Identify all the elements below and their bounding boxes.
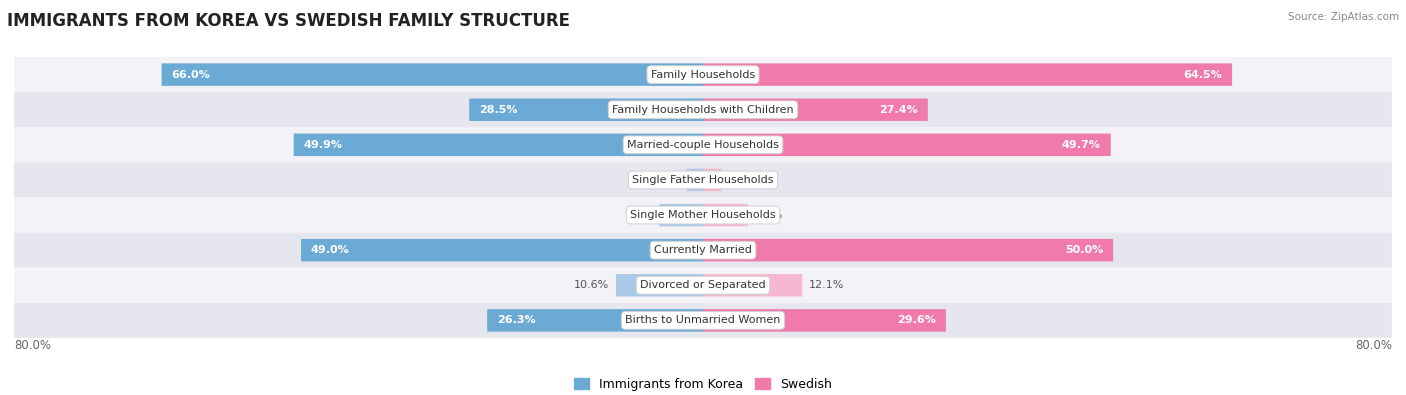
Text: 49.0%: 49.0% (311, 245, 350, 255)
FancyBboxPatch shape (659, 204, 703, 226)
FancyBboxPatch shape (14, 303, 1392, 338)
Text: 5.5%: 5.5% (755, 210, 783, 220)
FancyBboxPatch shape (162, 63, 703, 86)
FancyBboxPatch shape (470, 98, 703, 121)
Text: 27.4%: 27.4% (879, 105, 918, 115)
Text: 64.5%: 64.5% (1184, 70, 1222, 80)
FancyBboxPatch shape (703, 309, 946, 332)
Text: Single Father Households: Single Father Households (633, 175, 773, 185)
Text: 5.3%: 5.3% (624, 210, 652, 220)
FancyBboxPatch shape (14, 198, 1392, 233)
Text: 50.0%: 50.0% (1064, 245, 1104, 255)
Text: 2.0%: 2.0% (651, 175, 681, 185)
FancyBboxPatch shape (703, 239, 1114, 261)
FancyBboxPatch shape (14, 57, 1392, 92)
Legend: Immigrants from Korea, Swedish: Immigrants from Korea, Swedish (569, 373, 837, 395)
Text: Single Mother Households: Single Mother Households (630, 210, 776, 220)
FancyBboxPatch shape (703, 63, 1232, 86)
Text: 80.0%: 80.0% (1355, 339, 1392, 352)
FancyBboxPatch shape (686, 169, 703, 191)
Text: Family Households with Children: Family Households with Children (612, 105, 794, 115)
Text: 28.5%: 28.5% (479, 105, 517, 115)
Text: Family Households: Family Households (651, 70, 755, 80)
FancyBboxPatch shape (488, 309, 703, 332)
Text: 49.7%: 49.7% (1062, 140, 1101, 150)
FancyBboxPatch shape (14, 127, 1392, 162)
Text: IMMIGRANTS FROM KOREA VS SWEDISH FAMILY STRUCTURE: IMMIGRANTS FROM KOREA VS SWEDISH FAMILY … (7, 12, 569, 30)
FancyBboxPatch shape (703, 134, 1111, 156)
Text: 12.1%: 12.1% (808, 280, 844, 290)
Text: Births to Unmarried Women: Births to Unmarried Women (626, 315, 780, 325)
Text: Source: ZipAtlas.com: Source: ZipAtlas.com (1288, 12, 1399, 22)
FancyBboxPatch shape (703, 204, 748, 226)
FancyBboxPatch shape (14, 268, 1392, 303)
Text: 49.9%: 49.9% (304, 140, 343, 150)
FancyBboxPatch shape (703, 98, 928, 121)
Text: 26.3%: 26.3% (498, 315, 536, 325)
Text: Divorced or Separated: Divorced or Separated (640, 280, 766, 290)
FancyBboxPatch shape (294, 134, 703, 156)
Text: Married-couple Households: Married-couple Households (627, 140, 779, 150)
FancyBboxPatch shape (14, 92, 1392, 127)
FancyBboxPatch shape (703, 169, 721, 191)
Text: 66.0%: 66.0% (172, 70, 211, 80)
Text: 29.6%: 29.6% (897, 315, 936, 325)
Text: 80.0%: 80.0% (14, 339, 51, 352)
FancyBboxPatch shape (616, 274, 703, 297)
Text: 2.3%: 2.3% (728, 175, 756, 185)
FancyBboxPatch shape (14, 162, 1392, 198)
FancyBboxPatch shape (703, 274, 803, 297)
FancyBboxPatch shape (301, 239, 703, 261)
FancyBboxPatch shape (14, 233, 1392, 268)
Text: 10.6%: 10.6% (574, 280, 610, 290)
Text: Currently Married: Currently Married (654, 245, 752, 255)
